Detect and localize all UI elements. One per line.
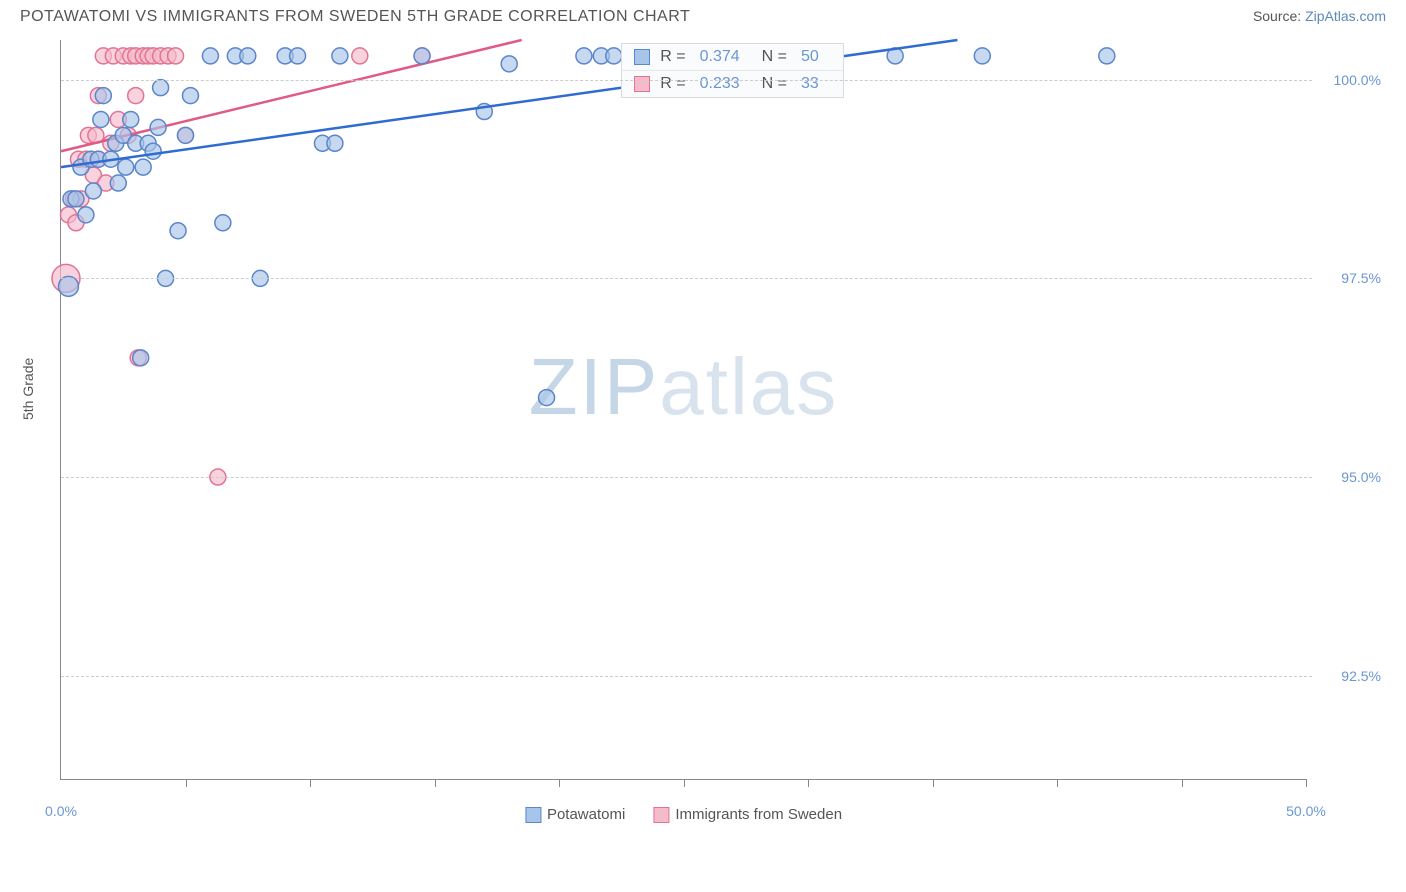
chart-plot-area: ZIPatlas R = 0.374 N = 50 R = 0.233 N = … — [60, 40, 1306, 780]
chart-source: Source: ZipAtlas.com — [1253, 8, 1386, 26]
stats-legend-box: R = 0.374 N = 50 R = 0.233 N = 33 — [621, 43, 844, 98]
scatter-point-a — [327, 135, 343, 151]
gridline-h — [61, 80, 1312, 81]
legend-label-a: Potawatomi — [547, 806, 625, 823]
x-tick — [559, 779, 560, 787]
legend-swatch-b — [653, 807, 669, 823]
x-tick — [310, 779, 311, 787]
scatter-point-a — [95, 88, 111, 104]
x-tick — [1182, 779, 1183, 787]
x-tick-label: 50.0% — [1286, 803, 1326, 819]
legend-bottom: Potawatomi Immigrants from Sweden — [525, 806, 842, 823]
scatter-point-a — [78, 207, 94, 223]
n-value-a: 50 — [801, 48, 819, 66]
scatter-point-a — [85, 183, 101, 199]
swatch-series-a — [634, 49, 650, 65]
scatter-point-a — [606, 48, 622, 64]
scatter-point-a — [118, 159, 134, 175]
x-tick — [933, 779, 934, 787]
scatter-point-a — [1099, 48, 1115, 64]
gridline-h — [61, 477, 1312, 478]
scatter-point-a — [93, 111, 109, 127]
scatter-point-a — [974, 48, 990, 64]
scatter-point-a — [68, 191, 84, 207]
scatter-point-a — [178, 127, 194, 143]
x-tick — [186, 779, 187, 787]
legend-swatch-a — [525, 807, 541, 823]
scatter-point-a — [240, 48, 256, 64]
scatter-point-a — [133, 350, 149, 366]
scatter-point-a — [150, 119, 166, 135]
x-tick-label: 0.0% — [45, 803, 77, 819]
scatter-point-a — [123, 111, 139, 127]
scatter-svg — [61, 40, 1306, 779]
y-tick-label: 95.0% — [1341, 469, 1381, 485]
legend-label-b: Immigrants from Sweden — [675, 806, 842, 823]
swatch-series-b — [634, 76, 650, 92]
y-tick-label: 92.5% — [1341, 668, 1381, 684]
r-value-b: 0.233 — [700, 75, 740, 93]
scatter-point-a — [290, 48, 306, 64]
chart-title: POTAWATOMI VS IMMIGRANTS FROM SWEDEN 5TH… — [20, 8, 690, 26]
scatter-point-a — [202, 48, 218, 64]
scatter-point-a — [153, 80, 169, 96]
gridline-h — [61, 278, 1312, 279]
scatter-point-b — [352, 48, 368, 64]
scatter-point-a — [539, 390, 555, 406]
y-tick-label: 97.5% — [1341, 270, 1381, 286]
r-value-a: 0.374 — [700, 48, 740, 66]
chart-header: POTAWATOMI VS IMMIGRANTS FROM SWEDEN 5TH… — [0, 0, 1406, 30]
y-axis-label: 5th Grade — [20, 358, 36, 420]
scatter-point-a — [145, 143, 161, 159]
scatter-point-a — [170, 223, 186, 239]
scatter-point-a — [110, 175, 126, 191]
stats-row-series-a: R = 0.374 N = 50 — [622, 44, 843, 70]
source-link[interactable]: ZipAtlas.com — [1305, 8, 1386, 24]
n-label-a: N = — [762, 48, 787, 66]
source-prefix: Source: — [1253, 8, 1305, 24]
n-label-b: N = — [762, 75, 787, 93]
y-tick-label: 100.0% — [1334, 72, 1381, 88]
scatter-point-a — [501, 56, 517, 72]
x-tick — [1057, 779, 1058, 787]
scatter-point-a — [576, 48, 592, 64]
r-label-b: R = — [660, 75, 685, 93]
x-tick — [435, 779, 436, 787]
legend-item-b: Immigrants from Sweden — [653, 806, 842, 823]
x-tick — [1306, 779, 1307, 787]
scatter-point-a — [215, 215, 231, 231]
n-value-b: 33 — [801, 75, 819, 93]
scatter-point-a — [414, 48, 430, 64]
scatter-point-a — [182, 88, 198, 104]
x-tick — [808, 779, 809, 787]
stats-row-series-b: R = 0.233 N = 33 — [622, 70, 843, 97]
gridline-h — [61, 676, 1312, 677]
x-tick — [684, 779, 685, 787]
legend-item-a: Potawatomi — [525, 806, 625, 823]
scatter-point-a — [135, 159, 151, 175]
scatter-point-a — [332, 48, 348, 64]
scatter-point-b — [168, 48, 184, 64]
r-label-a: R = — [660, 48, 685, 66]
scatter-point-b — [128, 88, 144, 104]
